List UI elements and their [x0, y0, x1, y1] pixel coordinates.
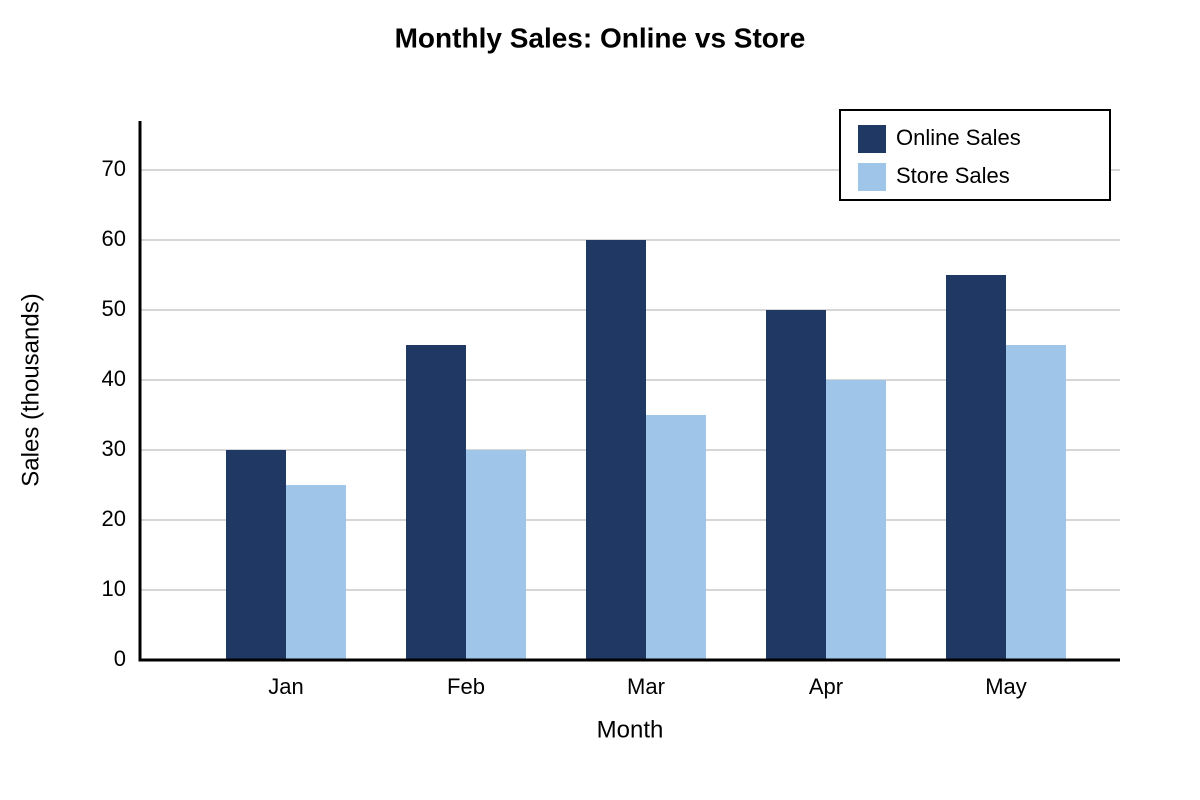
bar [1006, 345, 1066, 660]
bar [946, 275, 1006, 660]
chart-title: Monthly Sales: Online vs Store [395, 22, 806, 53]
legend-swatch [858, 125, 886, 153]
bar [826, 380, 886, 660]
x-tick-label: Apr [809, 674, 843, 699]
y-tick-label: 70 [102, 156, 126, 181]
x-tick-label: May [985, 674, 1027, 699]
y-tick-label: 30 [102, 436, 126, 461]
x-tick-label: Mar [627, 674, 665, 699]
bar [466, 450, 526, 660]
y-tick-label: 10 [102, 576, 126, 601]
y-tick-label: 20 [102, 506, 126, 531]
bar [286, 485, 346, 660]
bar [226, 450, 286, 660]
legend-swatch [858, 163, 886, 191]
bar [646, 415, 706, 660]
bar [406, 345, 466, 660]
y-tick-label: 40 [102, 366, 126, 391]
legend-label: Store Sales [896, 163, 1010, 188]
legend-label: Online Sales [896, 125, 1021, 150]
y-axis-label: Sales (thousands) [17, 293, 44, 486]
bar [766, 310, 826, 660]
y-tick-label: 0 [114, 646, 126, 671]
y-tick-label: 50 [102, 296, 126, 321]
x-tick-label: Jan [268, 674, 303, 699]
bar [586, 240, 646, 660]
y-tick-label: 60 [102, 226, 126, 251]
x-tick-label: Feb [447, 674, 485, 699]
x-axis-label: Month [597, 716, 664, 743]
